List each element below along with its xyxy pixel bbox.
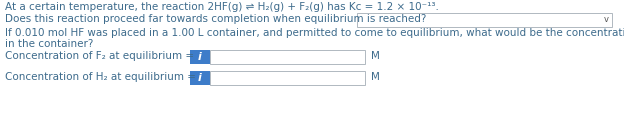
Text: i: i <box>198 73 202 83</box>
FancyBboxPatch shape <box>357 13 612 27</box>
FancyBboxPatch shape <box>210 50 365 64</box>
Text: M: M <box>371 72 380 82</box>
Text: Concentration of H₂ at equilibrium =: Concentration of H₂ at equilibrium = <box>5 72 196 82</box>
Text: i: i <box>198 52 202 62</box>
FancyBboxPatch shape <box>210 71 365 85</box>
Text: At a certain temperature, the reaction 2HF(g) ⇌ H₂(g) + F₂(g) has Kᴄ = 1.2 × 10⁻: At a certain temperature, the reaction 2… <box>5 2 439 12</box>
FancyBboxPatch shape <box>190 71 210 85</box>
Text: Concentration of F₂ at equilibrium =: Concentration of F₂ at equilibrium = <box>5 51 194 61</box>
FancyBboxPatch shape <box>190 50 210 64</box>
Text: Does this reaction proceed far towards completion when equilibrium is reached?: Does this reaction proceed far towards c… <box>5 14 426 24</box>
Text: If 0.010 mol HF was placed in a 1.00 L container, and permitted to come to equil: If 0.010 mol HF was placed in a 1.00 L c… <box>5 28 624 38</box>
Text: v: v <box>603 15 608 25</box>
Text: in the container?: in the container? <box>5 39 94 49</box>
Text: M: M <box>371 51 380 61</box>
